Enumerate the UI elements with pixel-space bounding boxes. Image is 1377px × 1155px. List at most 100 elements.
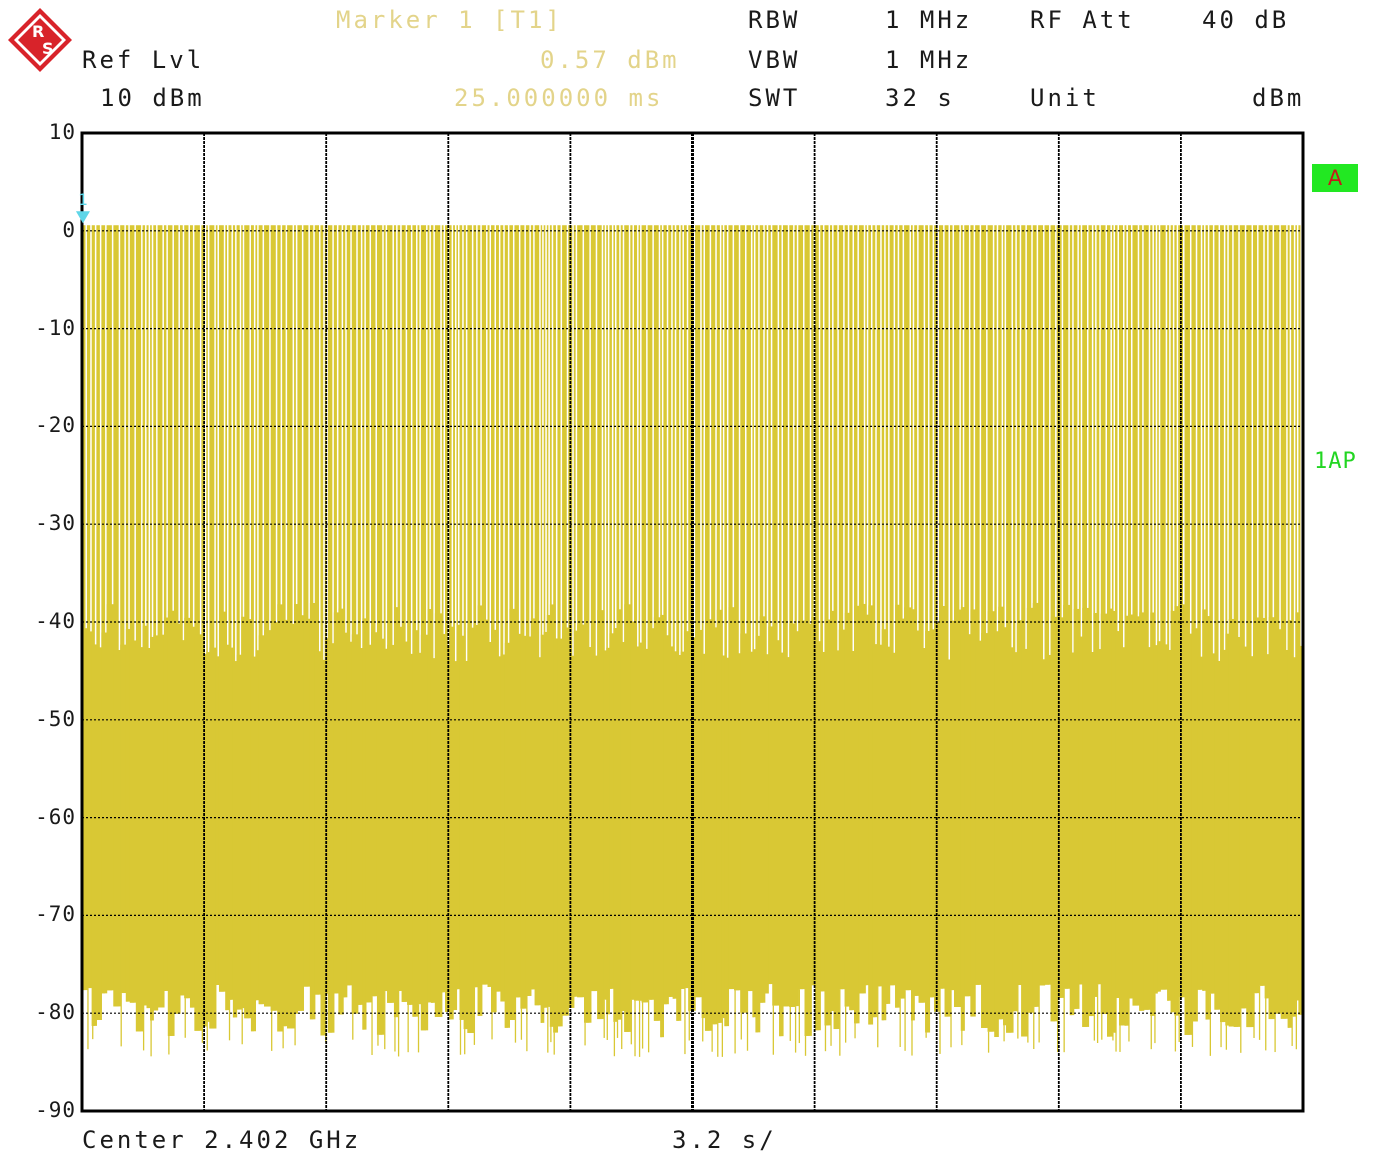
trace-floor [1016,620,1022,986]
trace-burst [975,225,980,985]
trace-burst [101,225,106,994]
trace-floor [1287,620,1292,1028]
trace-floor [638,642,643,1001]
trace-burst [1021,225,1026,1037]
trace-burst [798,225,804,990]
trace-floor [1021,648,1028,1037]
trace-floor [477,605,483,1016]
trace-floor [1012,652,1018,1012]
rbw-value: 1 MHz [885,6,973,34]
trace-floor [232,661,238,1018]
trace-floor [964,634,972,997]
trace-burst [430,225,434,1003]
trace-burst [584,225,590,1023]
trace-floor [1225,633,1230,1026]
trace-floor [1088,652,1094,1017]
trace-floor [303,618,311,987]
trace-burst [157,225,163,1008]
trace-burst [236,225,240,1010]
trace-floor [838,629,846,990]
trace-burst [135,225,142,1032]
trace-floor [393,607,399,1018]
trace-floor [1124,615,1129,1026]
trace-floor [417,652,422,1005]
trace-floor [1264,654,1270,999]
trace-floor [206,652,210,1022]
trace-floor [914,630,920,996]
trace-floor [434,613,443,1017]
trace-floor [676,654,682,1021]
trace-floor [711,627,718,1025]
trace-floor [724,657,730,1027]
trace-burst [764,225,767,994]
trace-burst [950,225,953,991]
trace-floor [1026,607,1034,1013]
trace-floor [282,619,288,1027]
trace-floor [496,656,502,992]
trace-burst [534,225,540,1006]
trace-burst [504,225,508,1028]
trace-burst [740,225,746,1013]
trace-burst [573,225,576,997]
trace-floor [549,604,554,1027]
trace-burst [343,225,346,998]
trace-burst [540,225,543,1023]
vbw-label: VBW [748,46,801,74]
trace-burst [264,225,270,1007]
trace-burst [314,225,319,995]
trace-floor [1167,649,1172,1001]
trace-burst [641,225,647,1003]
trace-burst [417,225,420,1005]
trace-floor [157,634,165,1008]
trace-floor [327,643,335,1033]
trace-floor [1107,608,1113,1037]
trace-floor [734,653,741,991]
trace-burst [1298,225,1301,1015]
trace-floor [752,649,757,1018]
trace-burst [606,225,608,1015]
trace-burst [752,225,754,1018]
trace-floor [981,633,989,1028]
trace-floor [184,617,191,999]
trace-floor [811,616,816,986]
trace-burst [327,225,333,1033]
trace-floor [1006,647,1014,1033]
trace-floor [255,650,260,1001]
trace-a-badge[interactable]: A [1312,164,1358,192]
trace-burst [789,225,794,1007]
trace-floor [1191,628,1198,1022]
trace-floor [704,619,712,1031]
trace-burst [1003,225,1005,1026]
y-tick-label: 0 [62,217,76,242]
trace-floor [218,611,226,992]
trace-floor [346,641,353,986]
trace-burst [270,225,276,1011]
trace-burst [1115,225,1118,998]
trace-burst [914,225,918,996]
trace-floor [449,626,454,1020]
trace-floor [844,612,850,1007]
trace-burst [520,225,525,1009]
trace-burst [680,225,683,989]
trace-floor [1197,656,1203,990]
trace-floor [244,619,252,1019]
trace-floor [876,644,883,987]
trace-floor [616,609,622,1020]
trace-burst [371,225,376,997]
trace-burst [189,225,193,1008]
trace-burst [1012,225,1016,1012]
trace-floor [820,651,826,992]
trace-floor [721,655,725,1019]
trace-floor [241,616,245,1009]
y-tick-label: -90 [35,1098,76,1122]
trace-floor [620,642,625,1012]
trace-floor [1280,650,1289,1019]
trace-burst [153,225,157,1011]
trace-floor [1127,614,1134,999]
svg-text:S: S [42,39,54,58]
trace-floor [553,638,559,1033]
trace-floor [1050,616,1058,1022]
trace-floor [456,624,461,990]
trace-burst [1191,225,1196,1022]
trace-floor [728,607,735,990]
